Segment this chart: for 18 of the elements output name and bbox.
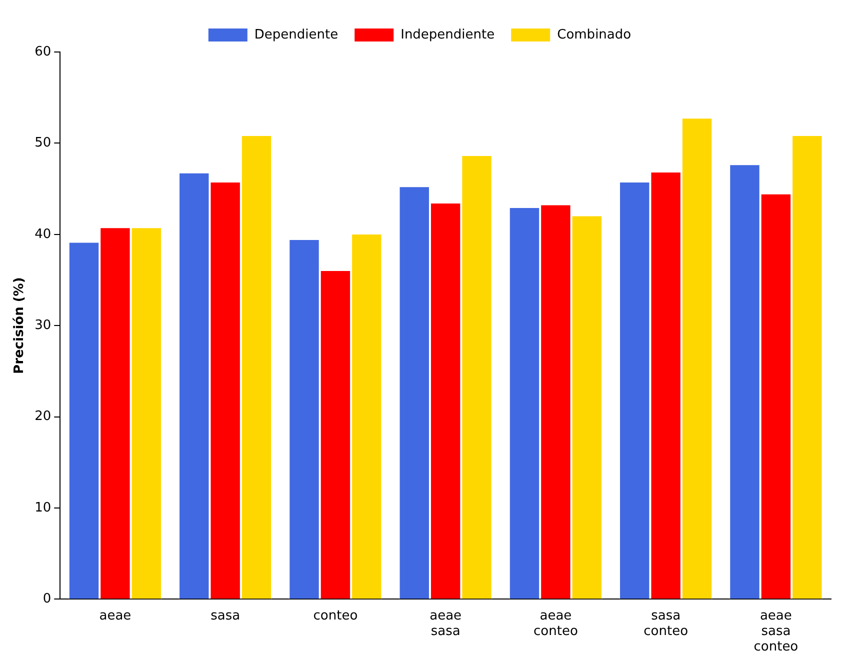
legend-label: Independiente [400, 27, 495, 42]
x-tick-label: aeae conteo [534, 608, 578, 639]
legend-label: Combinado [557, 27, 632, 42]
x-tick-label: aeae [99, 608, 132, 624]
y-axis-title: Precisión (%) [12, 277, 28, 374]
legend-label: Dependiente [254, 27, 338, 42]
y-tick-label: 10 [34, 500, 52, 516]
y-tick-label: 50 [34, 136, 52, 151]
y-tick-label: 20 [34, 409, 52, 424]
x-tick-label: sasa conteo [644, 608, 688, 639]
x-tick-label: aeae sasa conteo [754, 608, 798, 655]
x-tick-label: aeae sasa [430, 608, 462, 639]
y-tick-label: 30 [34, 318, 52, 333]
y-tick-label: 60 [34, 44, 52, 60]
y-tick-label: 40 [34, 226, 52, 242]
x-tick-label: sasa [210, 608, 240, 624]
x-tick-label: conteo [313, 608, 358, 624]
y-tick-label: 0 [42, 592, 52, 607]
